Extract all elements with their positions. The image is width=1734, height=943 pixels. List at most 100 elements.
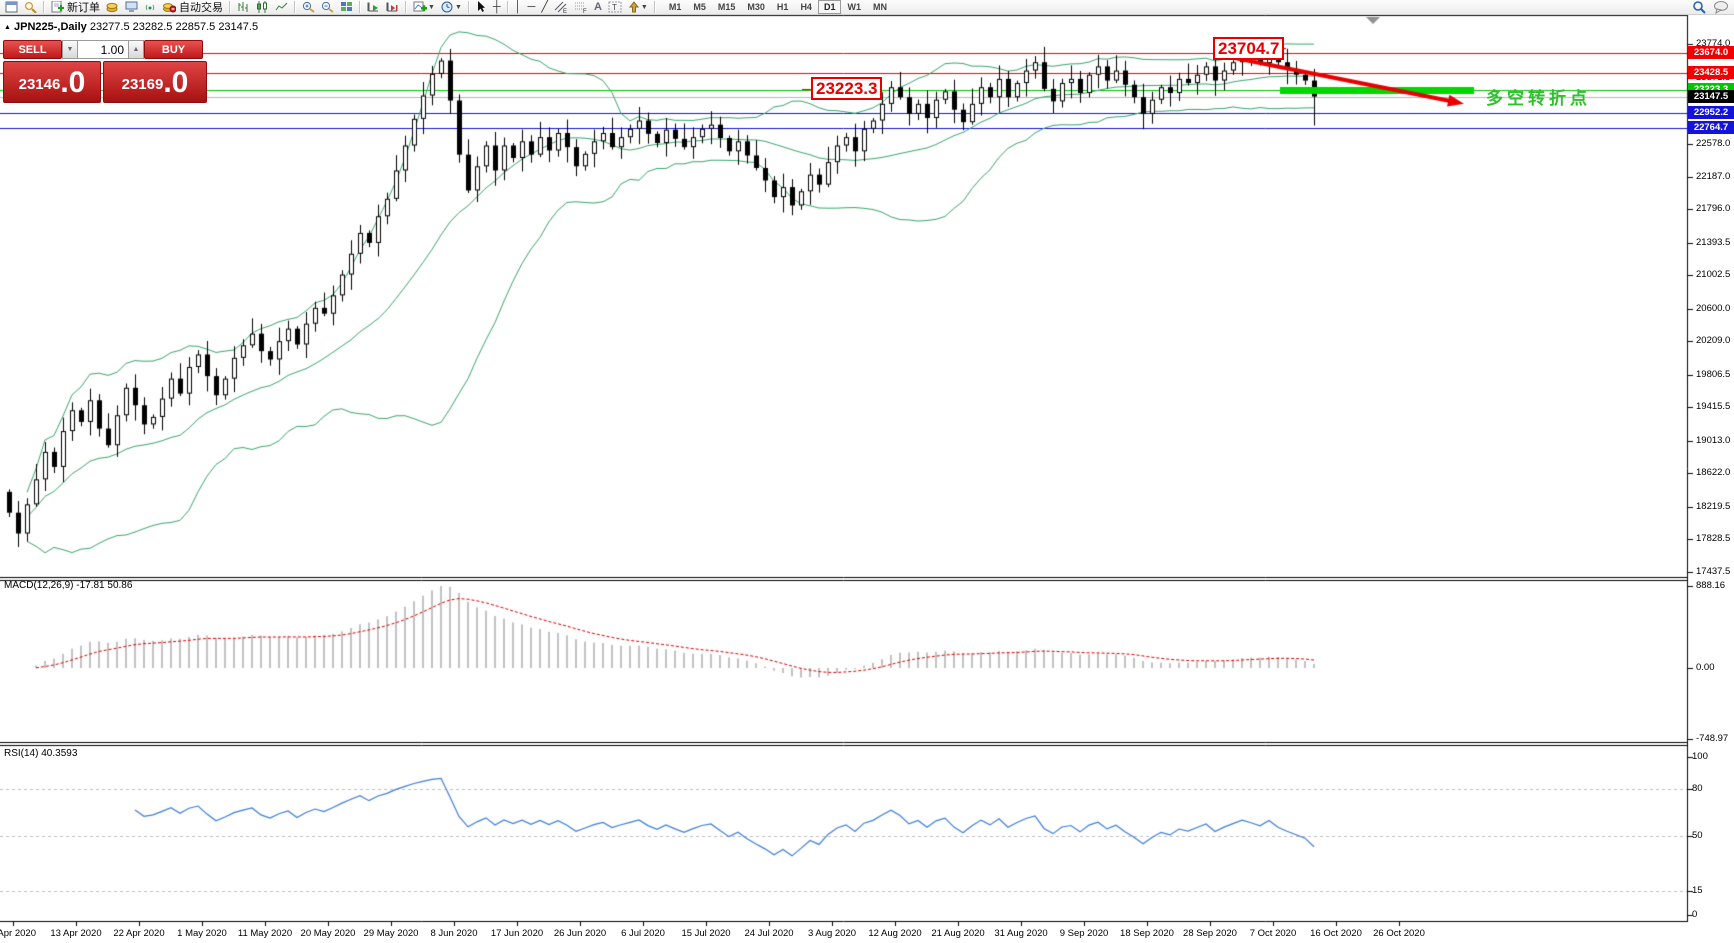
price-level-label: 23147.5 <box>1688 90 1734 103</box>
price-axis-tick: 21002.5 <box>1696 269 1731 280</box>
date-axis-label: 20 May 2020 <box>300 928 356 939</box>
pane-divider[interactable] <box>0 575 1687 581</box>
pane-divider[interactable] <box>0 741 1687 747</box>
timeframe-d1[interactable]: D1 <box>817 0 842 14</box>
signals-icon[interactable] <box>141 1 160 14</box>
timeframe-h1[interactable]: H1 <box>776 2 789 12</box>
buy-price-fraction: .0 <box>163 66 189 99</box>
toolbar-separator <box>467 1 470 13</box>
turning-point-note[interactable]: 多空转折点 <box>1486 89 1591 108</box>
ohlc-high: 23282.5 <box>132 21 173 33</box>
date-axis-label: 8 Jun 2020 <box>430 928 478 939</box>
timeframe-m5[interactable]: M5 <box>693 2 706 12</box>
timeframe-bar: M1 M5 M15 M30 H1 H4 D1 W1 MN <box>663 0 893 14</box>
timeframe-m30[interactable]: M30 <box>747 2 765 12</box>
date-axis-label: 22 Apr 2020 <box>113 928 165 939</box>
price-axis-tick: 18622.0 <box>1696 467 1731 478</box>
price-axis-tick: 19806.5 <box>1696 369 1731 380</box>
one-click-trading-panel: SELL ▼ ▲ BUY 23146.0 23169.0 <box>3 40 207 103</box>
sell-price: 23146 <box>18 76 61 93</box>
tester-step-icon[interactable] <box>383 1 402 14</box>
zoom-out-icon[interactable] <box>318 1 337 14</box>
rsi-axis-tick: 100 <box>1692 751 1708 762</box>
channel-tool-icon[interactable]: E <box>551 1 571 14</box>
price-level-label: 22952.2 <box>1688 106 1734 119</box>
level-price-label[interactable]: 23223.3 <box>811 77 883 100</box>
timeframe-m15[interactable]: M15 <box>717 2 736 12</box>
date-axis-label: 29 May 2020 <box>363 928 419 939</box>
line-chart-icon[interactable] <box>272 1 291 14</box>
fibonacci-tool-icon[interactable]: F <box>571 1 591 14</box>
rsi-axis-tick: 15 <box>1692 885 1703 896</box>
chart-window-icon[interactable] <box>2 1 21 14</box>
high-price-label[interactable]: 23704.7 <box>1213 37 1285 60</box>
timeframe-mn[interactable]: MN <box>872 2 887 12</box>
macd-axis-tick: 888.16 <box>1696 580 1726 591</box>
price-axis-tick: 20600.0 <box>1696 303 1731 314</box>
vline-tool-icon[interactable]: │ <box>514 0 522 13</box>
dropdown-arrow-icon: ▼ <box>640 3 648 11</box>
strategy-tester-icon[interactable] <box>364 1 383 14</box>
toolbar-separator <box>359 1 361 13</box>
timeframe-w1[interactable]: W1 <box>847 2 861 12</box>
date-axis-label: 13 Apr 2020 <box>50 928 102 939</box>
label-tool-icon[interactable]: T <box>605 1 625 14</box>
volume-input[interactable] <box>78 40 128 59</box>
sell-price-fraction: .0 <box>60 66 86 99</box>
date-axis-label: 28 Sep 2020 <box>1183 928 1237 939</box>
indicators-icon[interactable]: ▼ <box>410 1 438 14</box>
timeframe-m1[interactable]: M1 <box>668 2 682 12</box>
collapse-icon[interactable]: ▲ <box>4 24 11 31</box>
new-order-button[interactable]: 新订单 <box>48 1 103 14</box>
symbol-period: JPN225-,Daily <box>14 21 87 33</box>
buy-price-panel[interactable]: 23169.0 <box>103 61 207 103</box>
sell-button[interactable]: SELL <box>3 40 62 59</box>
ohlc-close: 23147.5 <box>218 21 259 33</box>
volume-down-button[interactable]: ▼ <box>62 40 78 59</box>
price-axis-tick: 22578.0 <box>1696 138 1731 149</box>
price-axis-tick: 17437.5 <box>1696 566 1731 577</box>
chat-icon[interactable] <box>1710 1 1732 14</box>
cursor-tool-icon[interactable] <box>473 1 490 14</box>
search-icon[interactable] <box>1689 1 1710 14</box>
price-axis-tick: 23774.0 <box>1696 38 1731 49</box>
sell-price-panel[interactable]: 23146.0 <box>3 61 101 103</box>
toolbar-separator <box>405 1 407 13</box>
buy-button[interactable]: BUY <box>144 40 203 59</box>
periods-clock-icon[interactable]: ▼ <box>438 1 465 14</box>
terminal-icon[interactable] <box>122 1 141 14</box>
date-axis-label: 31 Aug 2020 <box>994 928 1048 939</box>
autotrading-button[interactable]: 自动交易 <box>160 1 226 14</box>
text-tool-icon[interactable]: A <box>593 0 602 13</box>
date-axis-label: 7 Oct 2020 <box>1249 928 1297 939</box>
trendline-tool-icon[interactable]: ╱ <box>541 0 548 13</box>
navigator-icon[interactable] <box>103 1 122 14</box>
arrows-tool-icon[interactable]: ▼ <box>625 1 651 14</box>
rsi-axis-tick: 50 <box>1692 830 1703 841</box>
toolbar-separator <box>294 1 296 13</box>
price-level-label: 23674.0 <box>1688 46 1734 59</box>
svg-text:T: T <box>612 3 617 12</box>
market-watch-icon[interactable] <box>21 1 40 14</box>
tile-windows-icon[interactable] <box>337 1 356 14</box>
crosshair-tool-icon[interactable]: ┼ <box>492 0 501 13</box>
price-axis-tick: 22187.0 <box>1696 171 1731 182</box>
bar-chart-icon[interactable] <box>234 1 253 14</box>
timeframe-h4[interactable]: H4 <box>800 2 812 12</box>
rsi-indicator-label: RSI(14) 40.3593 <box>4 748 78 759</box>
zoom-in-icon[interactable] <box>299 1 318 14</box>
date-axis-label: 2 Apr 2020 <box>0 928 36 939</box>
chart-title: ▲ JPN225-,Daily 23277.5 23282.5 22857.5 … <box>4 21 258 33</box>
date-axis-label: 11 May 2020 <box>237 928 293 939</box>
date-axis-label: 26 Oct 2020 <box>1373 928 1425 939</box>
dropdown-arrow-icon: ▼ <box>428 3 435 11</box>
macd-axis-tick: -748.97 <box>1696 733 1729 744</box>
candlestick-icon[interactable] <box>253 1 272 14</box>
volume-up-button[interactable]: ▲ <box>128 40 144 59</box>
price-axis-tick: 19013.0 <box>1696 435 1731 446</box>
hline-tool-icon[interactable]: ─ <box>527 0 536 13</box>
price-level-label: 22764.7 <box>1688 121 1734 134</box>
